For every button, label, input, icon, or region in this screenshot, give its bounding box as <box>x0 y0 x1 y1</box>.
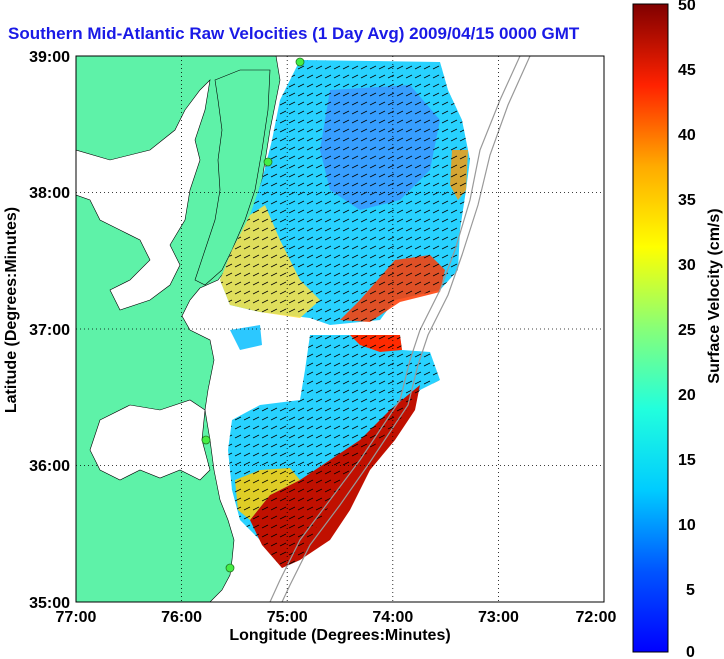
y-tick-label: 39:00 <box>29 49 70 66</box>
colorbar-tick-label: 50 <box>678 0 696 14</box>
y-tick-label: 36:00 <box>29 458 70 475</box>
x-tick-label: 76:00 <box>161 609 202 626</box>
bathymetry-contour <box>281 56 531 602</box>
colorbar <box>632 3 669 653</box>
colorbar-tick-label: 45 <box>678 62 696 79</box>
x-tick-label: 72:00 <box>576 609 617 626</box>
station-marker <box>263 157 273 167</box>
albemarle-sound <box>89 399 211 481</box>
colorbar-title: Surface Velocity (cm/s) <box>706 208 723 383</box>
grid-lines <box>76 56 604 602</box>
x-tick-label: 74:00 <box>372 609 413 626</box>
colorbar-tick-label: 0 <box>686 644 695 659</box>
delmarva-peninsula <box>194 69 271 286</box>
bathymetry-contour <box>269 56 521 602</box>
x-tick-label: 75:00 <box>267 609 308 626</box>
velocity-arrows-south <box>228 335 440 568</box>
y-tick-label: 37:00 <box>29 322 70 339</box>
colorbar-tick-label: 15 <box>678 452 696 469</box>
colorbar-tick-label: 5 <box>686 582 695 599</box>
x-tick-label: 77:00 <box>56 609 97 626</box>
colorbar-tick-label: 30 <box>678 257 696 274</box>
colorbar-tick-label: 40 <box>678 127 696 144</box>
colorbar-tick-label: 35 <box>678 192 696 209</box>
colorbar-tick-label: 25 <box>678 322 696 339</box>
station-marker <box>225 563 235 573</box>
colorbar-tick-label: 10 <box>678 517 696 534</box>
y-axis-title: Latitude (Degrees:Minutes) <box>3 207 20 413</box>
colorbar-tick-label: 20 <box>678 387 696 404</box>
station-marker <box>295 57 305 67</box>
station-marker <box>201 435 211 445</box>
x-tick-label: 73:00 <box>478 609 519 626</box>
velocity-field-south <box>230 325 262 350</box>
y-tick-label: 35:00 <box>29 595 70 612</box>
x-axis-title: Longitude (Degrees:Minutes) <box>229 627 450 644</box>
map-title: Southern Mid-Atlantic Raw Velocities (1 … <box>8 24 580 43</box>
y-tick-label: 38:00 <box>29 185 70 202</box>
chesapeake-bay <box>76 79 211 311</box>
